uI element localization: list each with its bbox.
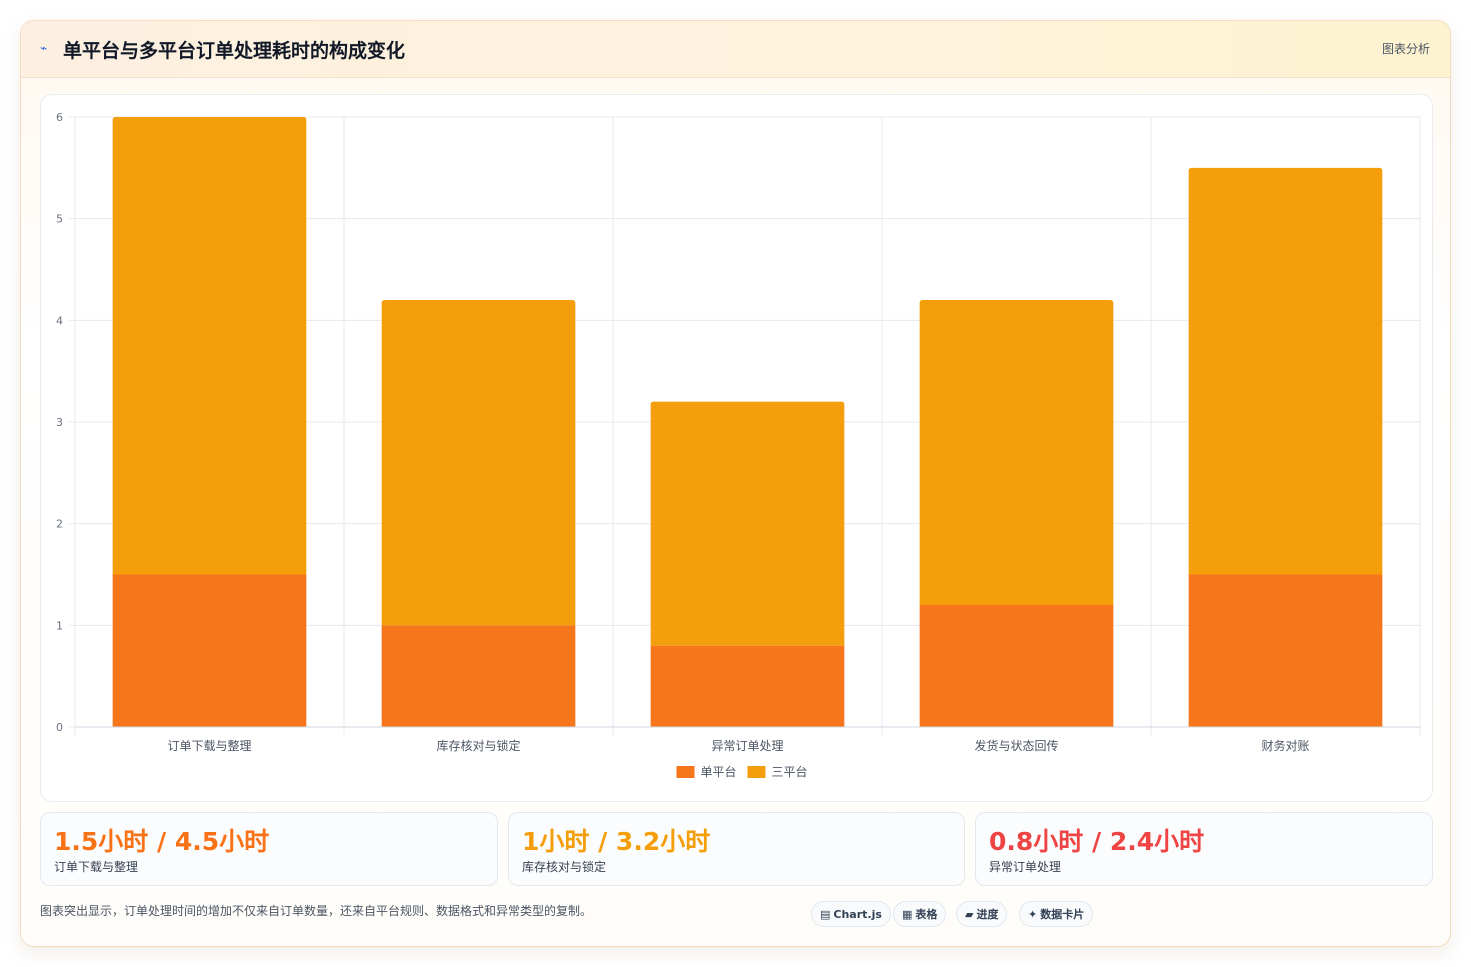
legend-label: 三平台	[772, 764, 808, 779]
chip-data-card[interactable]: ✦ 数据卡片	[1019, 901, 1094, 927]
y-tick-label: 6	[56, 111, 63, 124]
bar-segment-1	[381, 300, 576, 626]
chart-icon: ▤	[820, 908, 831, 921]
stat-card-inventory: 1小时 / 3.2小时 库存核对与锁定	[508, 812, 965, 886]
chip-table[interactable]: ▦ 表格	[893, 901, 947, 927]
y-tick-label: 0	[56, 721, 63, 734]
chart-panel: 0 1 2 3 4 5 6 订单下载与整理 库存核对与锁定 异常订单处理 发货与状态回传 财务对账单平…	[40, 94, 1433, 802]
x-tick-label: 财务对账	[1261, 738, 1309, 753]
chart-card: ⌁ 单平台与多平台订单处理耗时的构成变化 图表分析 0 1 2 3 4 5 6 订单下载与整理…	[20, 20, 1451, 947]
y-tick-label: 2	[56, 518, 63, 531]
y-tick-label: 3	[56, 416, 63, 429]
stat-label: 异常订单处理	[989, 860, 1062, 874]
x-tick-label: 发货与状态回传	[974, 738, 1058, 753]
stat-value: 1小时 / 3.2小时	[522, 827, 711, 856]
legend-label: 单平台	[701, 764, 737, 779]
chip-label: 进度	[976, 908, 999, 921]
bar-segment-0	[112, 574, 307, 727]
x-tick-label: 异常订单处理	[711, 739, 783, 753]
stacked-bar-chart: 0 1 2 3 4 5 6 订单下载与整理 库存核对与锁定 异常订单处理 发货与状态回传 财务对账单平…	[56, 111, 1421, 779]
chip-progress[interactable]: ▰ 进度	[956, 901, 1008, 927]
stat-label: 订单下载与整理	[54, 860, 139, 874]
bar-segment-1	[650, 401, 845, 646]
table-icon: ▦	[902, 908, 913, 921]
y-tick-label: 1	[56, 619, 63, 632]
stat-value: 0.8小时 / 2.4小时	[989, 827, 1205, 856]
chip-chartjs[interactable]: ▤ Chart.js	[811, 901, 891, 927]
chip-label: 表格	[915, 908, 938, 921]
bar-segment-1	[1188, 167, 1383, 575]
footer-note: 图表突出显示，订单处理时间的增加不仅来自订单数量，还来自平台规则、数据格式和异常…	[40, 904, 593, 918]
bar-segment-1	[112, 117, 307, 575]
x-tick-label: 库存核对与锁定	[436, 738, 520, 753]
progress-icon: ▰	[965, 908, 974, 921]
legend-swatch	[747, 766, 766, 778]
chart-icon: ⌁	[40, 41, 48, 55]
chip-label: 数据卡片	[1040, 908, 1085, 921]
bar-segment-0	[650, 645, 845, 727]
chip-label: Chart.js	[833, 908, 882, 921]
legend-swatch	[676, 766, 695, 778]
bar-segment-0	[381, 625, 576, 727]
stat-card-download: 1.5小时 / 4.5小时 订单下载与整理	[40, 812, 498, 886]
bar-segment-0	[1188, 574, 1383, 727]
y-tick-label: 4	[56, 314, 63, 327]
header-tag: 图表分析	[1381, 42, 1430, 56]
bar-segment-1	[919, 300, 1114, 605]
stat-value: 1.5小时 / 4.5小时	[54, 827, 270, 856]
stat-card-exception: 0.8小时 / 2.4小时 异常订单处理	[975, 812, 1433, 886]
stat-label: 库存核对与锁定	[522, 860, 607, 874]
page-title: 单平台与多平台订单处理耗时的构成变化	[63, 40, 406, 62]
bar-segment-0	[919, 605, 1114, 727]
x-tick-label: 订单下载与整理	[167, 738, 251, 753]
y-tick-label: 5	[56, 213, 63, 226]
card-header: ⌁ 单平台与多平台订单处理耗时的构成变化 图表分析	[21, 21, 1450, 78]
sparkle-icon: ✦	[1028, 908, 1038, 921]
